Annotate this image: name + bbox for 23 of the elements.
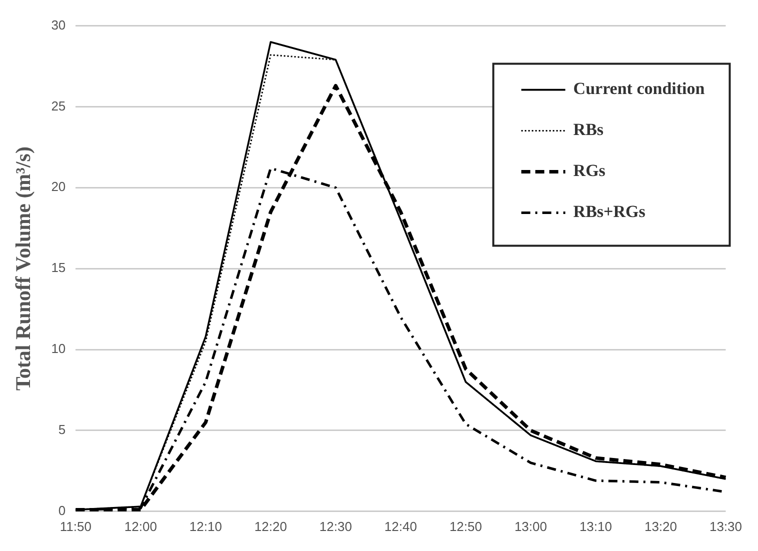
legend-label: RBs <box>573 120 604 140</box>
y-axis-title: Total Runoff Volume (m³/s) <box>11 146 36 391</box>
legend-label: RBs+RGs <box>573 202 646 222</box>
x-tick-label: 13:20 <box>644 518 677 534</box>
y-tick-label: 30 <box>51 17 66 32</box>
x-tick-label: 13:00 <box>514 518 547 534</box>
y-tick-label: 25 <box>51 98 66 114</box>
y-tick-label: 15 <box>51 260 66 276</box>
x-tick-label: 12:10 <box>189 518 222 534</box>
y-tick-label: 10 <box>51 341 66 356</box>
x-tick-label: 13:10 <box>579 518 612 534</box>
legend-label: Current condition <box>573 79 706 98</box>
x-tick-label: 13:30 <box>709 518 742 534</box>
x-tick-label: 12:20 <box>254 518 287 534</box>
y-tick-label: 5 <box>58 422 66 438</box>
legend-label: RGs <box>573 161 606 180</box>
x-tick-label: 12:30 <box>319 518 352 534</box>
y-tick-label: 0 <box>58 502 66 518</box>
x-tick-label: 12:00 <box>124 518 157 534</box>
y-tick-label: 20 <box>51 179 66 194</box>
x-tick-label: 12:50 <box>449 518 482 534</box>
x-tick-label: 12:40 <box>384 518 417 534</box>
x-tick-label: 11:50 <box>60 518 92 534</box>
